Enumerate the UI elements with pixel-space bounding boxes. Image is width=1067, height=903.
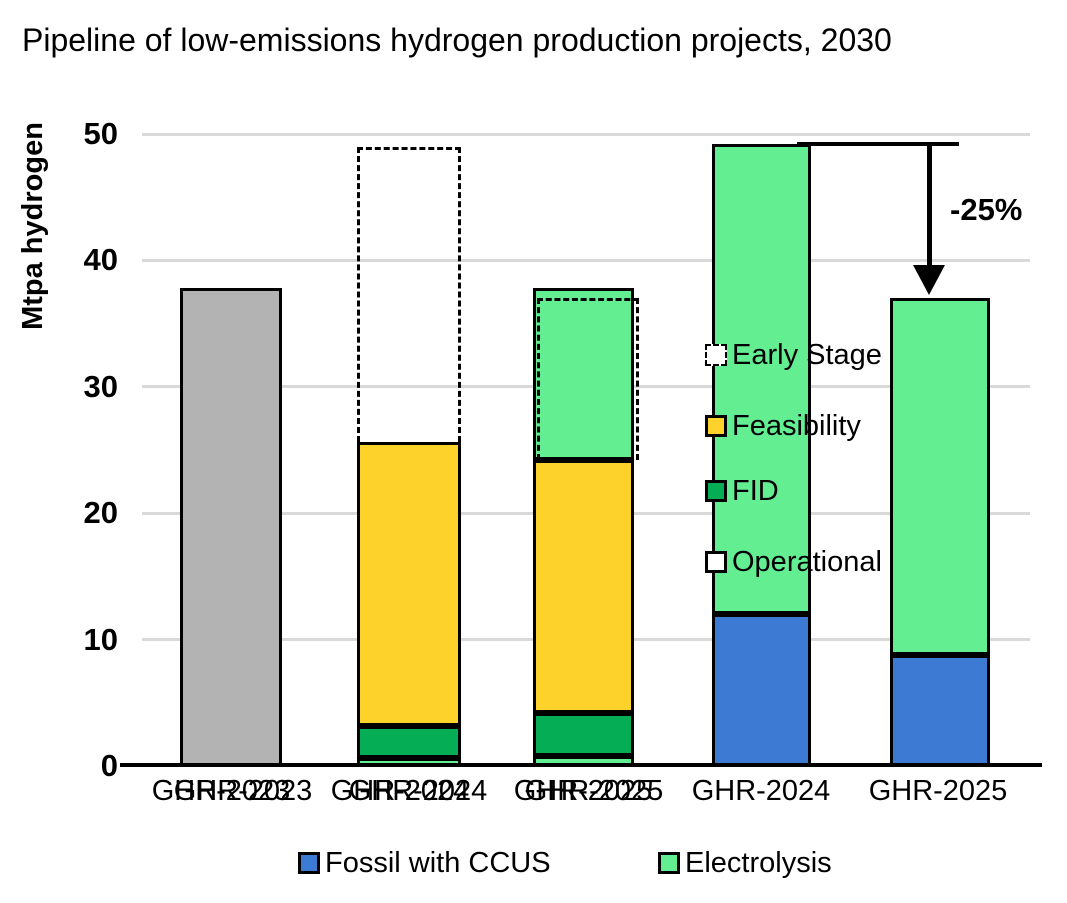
operational-swatch-icon bbox=[705, 551, 727, 573]
gridline bbox=[142, 258, 1030, 262]
down-arrow-icon bbox=[913, 265, 945, 296]
legend-label-electrolysis: Electrolysis bbox=[685, 847, 832, 879]
bar-segment-feasibility bbox=[533, 460, 634, 713]
fid-swatch-icon bbox=[705, 480, 727, 502]
arrow-top-line bbox=[797, 142, 959, 147]
bar-segment-electrolysis bbox=[890, 298, 990, 655]
bar-segment-electrolysis bbox=[712, 144, 811, 615]
legend-item-fossil-ccus: Fossil with CCUS bbox=[298, 847, 551, 879]
bar-overlay-early-stage bbox=[357, 146, 461, 443]
x-axis-label: GHR-2023 bbox=[151, 775, 291, 807]
legend-label-fossil-ccus: Fossil with CCUS bbox=[325, 847, 551, 879]
electrolysis-swatch-icon bbox=[658, 852, 680, 874]
bar-segment-fossil-with-ccus bbox=[890, 654, 990, 766]
y-tick-label: 50 bbox=[83, 116, 118, 151]
gridline bbox=[142, 132, 1030, 136]
legend-label-operational: Operational bbox=[732, 546, 882, 578]
bar-segment-feasibility bbox=[357, 442, 461, 726]
legend-item-operational: Operational bbox=[705, 546, 882, 578]
y-tick-label: 30 bbox=[83, 368, 118, 404]
x-axis-label-ghost: GHR-2025 bbox=[524, 775, 664, 807]
bar-segment-early-stage bbox=[533, 288, 634, 461]
decline-annotation-label: -25% bbox=[950, 192, 1023, 227]
x-axis-label-ghost: GHR-2024 bbox=[348, 775, 488, 807]
x-axis-label: GHR-2025 bbox=[513, 775, 653, 807]
feasibility-swatch-icon bbox=[705, 415, 727, 437]
y-tick-label: 40 bbox=[83, 242, 118, 278]
legend-item-early-stage: Early Stage bbox=[705, 339, 882, 371]
x-axis-label-ghost: GHR-2023 bbox=[173, 775, 313, 807]
y-tick-label: 20 bbox=[83, 495, 118, 531]
bar-segment-fid bbox=[357, 725, 461, 759]
fossil-ccus-swatch-icon bbox=[298, 852, 320, 874]
legend-label-early-stage: Early Stage bbox=[732, 339, 882, 371]
bar-segment-total bbox=[180, 288, 282, 766]
legend-item-feasibility: Feasibility bbox=[705, 410, 861, 442]
early-stage-swatch-icon bbox=[705, 344, 727, 366]
x-axis-label: GHR-2024 bbox=[691, 775, 831, 807]
legend-item-electrolysis: Electrolysis bbox=[658, 847, 832, 879]
y-tick-label: 0 bbox=[100, 748, 118, 783]
legend-label-feasibility: Feasibility bbox=[732, 410, 861, 442]
x-axis-label: GHR-2024 bbox=[330, 775, 470, 807]
chart-title: Pipeline of low-emissions hydrogen produ… bbox=[22, 22, 892, 58]
bar-segment-fid bbox=[533, 712, 634, 756]
x-axis-label: GHR-2025 bbox=[868, 775, 1008, 807]
legend-item-fid: FID bbox=[705, 475, 779, 507]
y-tick-label: 10 bbox=[83, 621, 118, 657]
x-axis-line bbox=[120, 763, 1042, 767]
bar-segment-fossil-with-ccus bbox=[712, 614, 811, 766]
bar-overlay-early-stage bbox=[537, 298, 639, 461]
arrow-shaft bbox=[927, 144, 932, 270]
legend-label-fid: FID bbox=[732, 475, 779, 507]
